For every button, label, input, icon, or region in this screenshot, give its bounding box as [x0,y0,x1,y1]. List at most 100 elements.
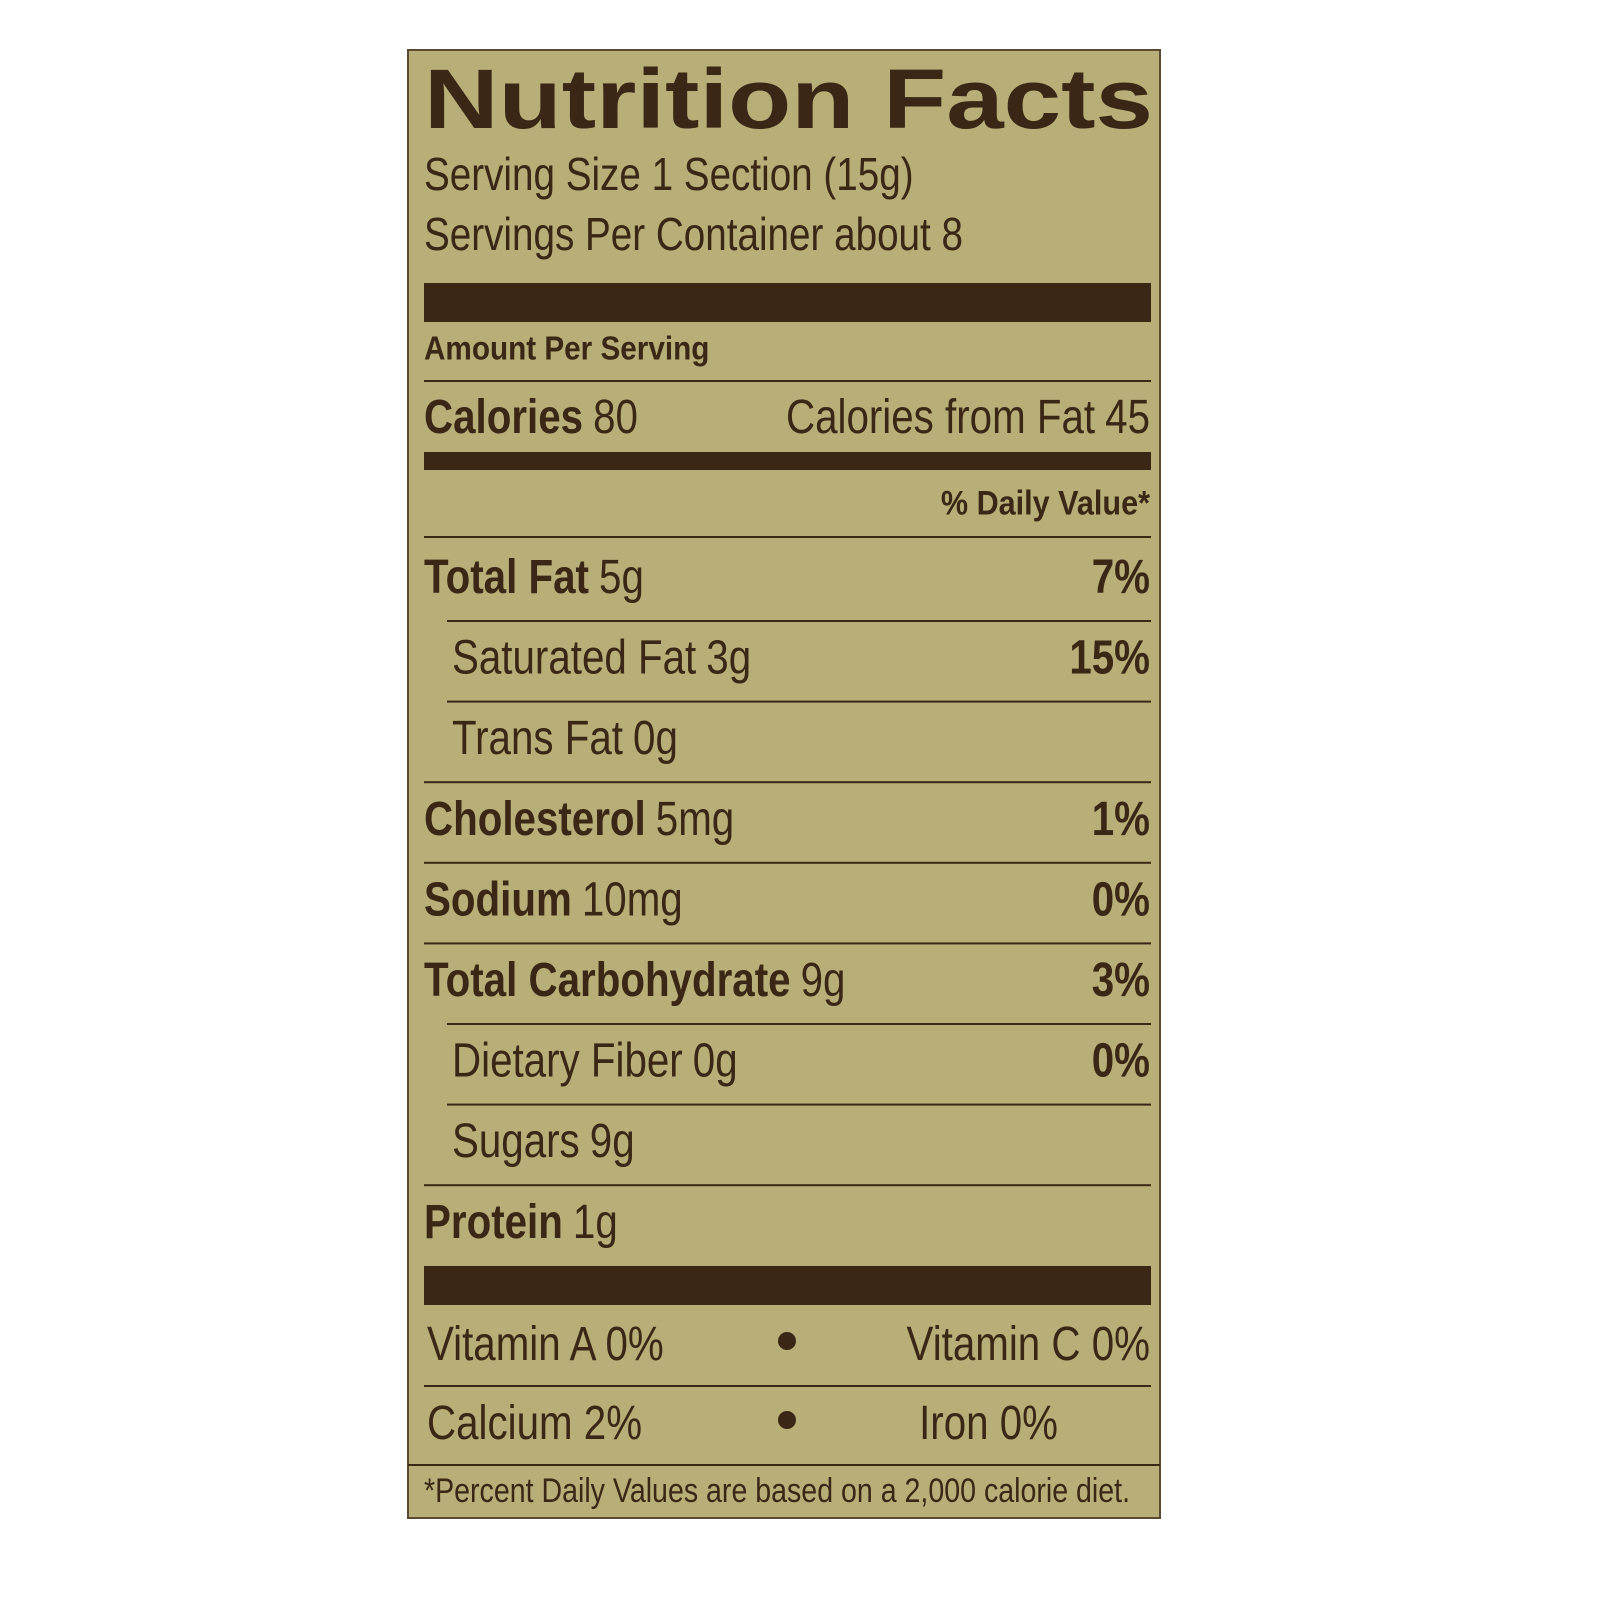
rule [424,1184,1151,1187]
bullet [778,1332,796,1350]
amount-per-serving: Amount Per Serving [424,330,709,367]
servings-per-container-group: Servings Per Container about 8 [424,209,963,260]
serving-size-part: Serving Size 1 Section (15g) [424,149,914,200]
sub-nutrient: Dietary Fiber 0g [452,1034,738,1087]
sub-nutrient-group: Dietary Fiber 0g [452,1034,738,1087]
daily-value-part: 0% [1092,1034,1150,1087]
vitamin-group: Vitamin C 0% [907,1317,1150,1370]
daily-value-part: 7% [1092,550,1150,603]
vitamin: Iron 0% [919,1396,1058,1449]
footnote-part: *Percent Daily Values are based on a 2,0… [424,1472,1130,1510]
calories-group: Calories 80 [424,390,638,443]
daily-value-header-group: % Daily Value* [941,484,1150,522]
rule [424,536,1151,538]
daily-value-part: 1% [1092,792,1150,845]
daily-value-group: 0% [1092,873,1150,926]
sub-nutrient-group: Sugars 9g [452,1115,635,1168]
sub-nutrient: Trans Fat 0g [452,712,678,765]
calories-from-fat-group: Calories from Fat 45 [786,390,1150,443]
servings-per-container-part: Servings Per Container about 8 [424,209,963,260]
rule [447,700,1151,703]
serving-size-group: Serving Size 1 Section (15g) [424,149,914,200]
sub-nutrient-part: Sugars [452,1115,580,1168]
sub-nutrient-part: 3g [706,631,751,684]
nutrient-part: 10mg [582,873,683,926]
rule [424,380,1151,382]
serving-size: Serving Size 1 Section (15g) [424,149,914,200]
daily-value-part: 0% [1092,873,1150,926]
sub-nutrient-part: Saturated Fat [452,631,696,684]
rule [424,1385,1151,1387]
daily-value: 7% [1092,550,1150,603]
nutrient-group: Total Fat 5g [424,550,644,603]
daily-value: 0% [1092,1034,1150,1087]
calories-from-fat-part: Calories from Fat [786,390,1095,443]
vitamin: Vitamin A 0% [427,1317,664,1370]
calories-part: 80 [593,390,638,443]
daily-value: 0% [1092,873,1150,926]
sub-nutrient-group: Trans Fat 0g [452,712,678,765]
footnote-group: *Percent Daily Values are based on a 2,0… [424,1472,1130,1510]
rule [424,942,1151,945]
rule [408,1464,1160,1466]
vitamin-part: Vitamin A 0% [427,1317,664,1370]
nutrient-part: Total Carbohydrate [424,953,791,1006]
thick-rule [424,283,1151,322]
daily-value-group: 1% [1092,792,1150,845]
daily-value-part: 15% [1069,631,1150,684]
nutrient-part: Total Fat [424,550,589,603]
nutrient: Protein 1g [424,1195,618,1248]
nutrient-group: Protein 1g [424,1195,618,1248]
vitamin-part: Iron 0% [919,1396,1058,1449]
vitamin: Calcium 2% [427,1396,642,1449]
rule [447,1103,1151,1106]
nutrient-group: Total Carbohydrate 9g [424,953,845,1006]
sub-nutrient-part: 0g [633,712,678,765]
calories-part: Calories [424,390,583,443]
title-part: Nutrition Facts [424,52,1153,146]
vitamin-group: Calcium 2% [427,1396,642,1449]
nutrient-part: Sodium [424,873,572,926]
rule [424,861,1151,864]
amount-per-serving-part: Amount Per Serving [424,330,709,367]
nutrient-group: Sodium 10mg [424,873,683,926]
vitamin-part: Vitamin C 0% [907,1317,1150,1370]
vitamin-group: Iron 0% [919,1396,1058,1449]
rule [447,1023,1151,1025]
vitamin-group: Vitamin A 0% [427,1317,664,1370]
nutrient: Sodium 10mg [424,873,683,926]
daily-value-group: 15% [1069,631,1150,684]
sub-nutrient-part: 9g [590,1115,635,1168]
nutrient-part: 5mg [656,792,734,845]
rule [447,620,1151,622]
nutrient: Cholesterol 5mg [424,792,734,845]
nutrient-part: Cholesterol [424,792,646,845]
calories-from-fat: Calories from Fat 45 [786,390,1150,443]
thick-rule [424,1266,1151,1305]
sub-nutrient-part: 0g [693,1034,738,1087]
daily-value-header: % Daily Value* [941,484,1150,522]
servings-per-container: Servings Per Container about 8 [424,209,963,260]
daily-value-header-part: % Daily Value* [941,484,1150,522]
nutrient-part: 9g [801,953,846,1006]
title-group: Nutrition Facts [424,52,1153,146]
daily-value: 3% [1092,953,1150,1006]
bullet [778,1411,796,1429]
nutrient: Total Fat 5g [424,550,644,603]
sub-nutrient-part: Trans Fat [452,712,623,765]
nutrient: Total Carbohydrate 9g [424,953,845,1006]
medium-rule [424,452,1151,470]
vitamin: Vitamin C 0% [907,1317,1150,1370]
nutrient-part: Protein [424,1195,563,1248]
title: Nutrition Facts [424,52,1153,146]
calories-from-fat-part: 45 [1105,390,1150,443]
nutrient-part: 5g [599,550,644,603]
sub-nutrient-group: Saturated Fat 3g [452,631,751,684]
calories: Calories 80 [424,390,638,443]
daily-value-group: 0% [1092,1034,1150,1087]
sub-nutrient: Sugars 9g [452,1115,635,1168]
nutrient-part: 1g [573,1195,618,1248]
footnote: *Percent Daily Values are based on a 2,0… [424,1472,1130,1510]
daily-value-group: 7% [1092,550,1150,603]
